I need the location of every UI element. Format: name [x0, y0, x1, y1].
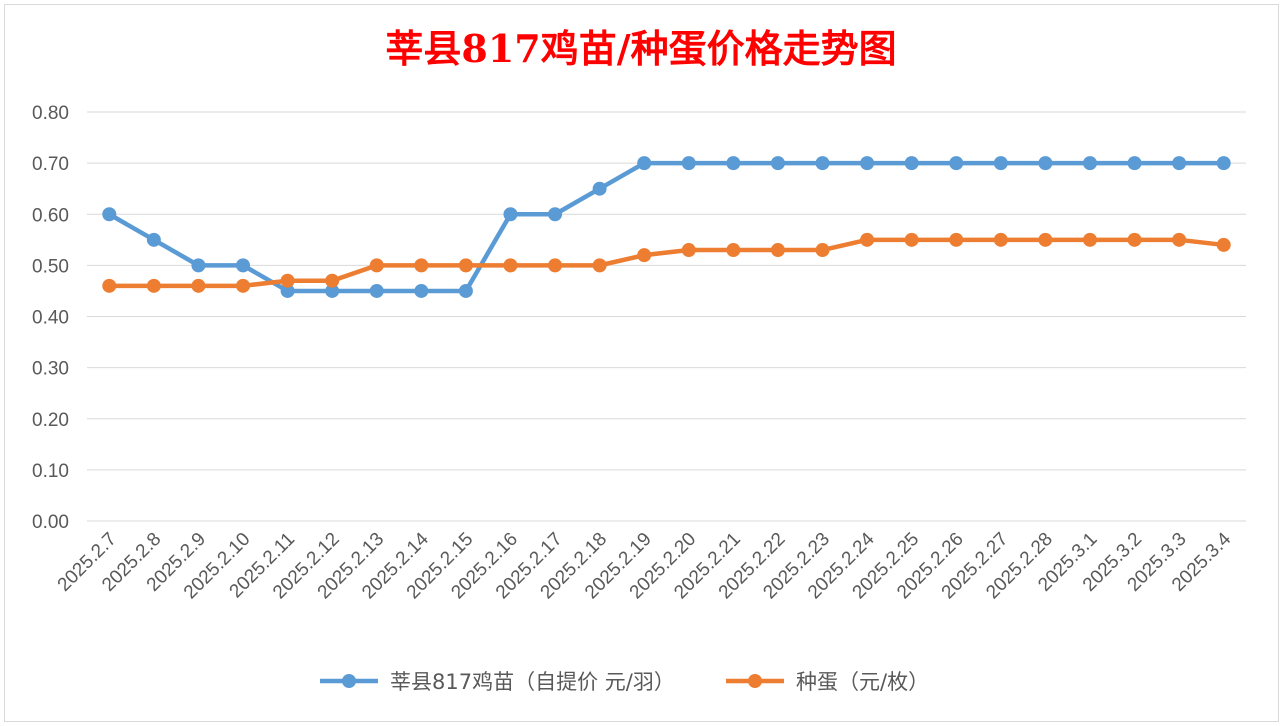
data-point: [1216, 156, 1231, 171]
y-tick-label: 0.80: [32, 103, 69, 124]
data-point: [904, 232, 919, 247]
data-point: [770, 243, 785, 258]
data-point: [770, 156, 785, 171]
data-point: [1082, 232, 1097, 247]
legend-item: 种蛋（元/枚）: [726, 670, 929, 694]
series-line: [107, 237, 1226, 289]
data-point: [1038, 232, 1053, 247]
data-point: [191, 278, 206, 293]
data-point: [949, 156, 964, 171]
data-point: [681, 156, 696, 171]
data-point: [548, 207, 563, 222]
chart-title: 莘县817鸡苗/种蛋价格走势图: [385, 26, 896, 71]
data-point: [592, 181, 607, 196]
data-point: [369, 283, 384, 298]
series-1: [102, 232, 1231, 293]
data-point: [102, 278, 117, 293]
x-axis-ticks: 2025.2.72025.2.82025.2.92025.2.102025.2.…: [54, 528, 1236, 603]
data-point: [1216, 237, 1231, 252]
data-point: [369, 258, 384, 273]
series-layer: [102, 156, 1231, 298]
y-axis-ticks: 0.00 0.10 0.20 0.30 0.40 0.50 0.60 0.70 0.80: [32, 103, 69, 533]
y-tick-label: 0.00: [32, 512, 69, 533]
data-point: [458, 283, 473, 298]
legend-label: 种蛋（元/枚）: [796, 670, 929, 694]
data-point: [726, 243, 741, 258]
legend-marker: [748, 674, 762, 688]
data-point: [904, 156, 919, 171]
data-point: [815, 243, 830, 258]
data-point: [1082, 156, 1097, 171]
data-point: [726, 156, 741, 171]
series-0: [102, 156, 1231, 298]
data-point: [860, 232, 875, 247]
data-point: [458, 258, 473, 273]
data-point: [191, 258, 206, 273]
y-tick-label: 0.60: [32, 205, 69, 226]
data-point: [860, 156, 875, 171]
legend-marker: [342, 674, 356, 688]
data-point: [1127, 232, 1142, 247]
data-point: [815, 156, 830, 171]
data-point: [236, 258, 251, 273]
data-point: [146, 232, 161, 247]
data-point: [993, 156, 1008, 171]
data-point: [592, 258, 607, 273]
data-point: [280, 273, 295, 288]
y-tick-label: 0.50: [32, 256, 69, 277]
data-point: [1127, 156, 1142, 171]
data-point: [414, 258, 429, 273]
y-tick-label: 0.10: [32, 461, 69, 482]
data-point: [1172, 232, 1187, 247]
series-line: [107, 160, 1226, 294]
data-point: [236, 278, 251, 293]
legend: 莘县817鸡苗（自提价 元/羽） 种蛋（元/枚）: [320, 670, 929, 694]
data-point: [1038, 156, 1053, 171]
gridlines: [87, 111, 1246, 522]
y-tick-label: 0.30: [32, 359, 69, 380]
data-point: [503, 258, 518, 273]
data-point: [993, 232, 1008, 247]
data-point: [325, 273, 340, 288]
data-point: [681, 243, 696, 258]
data-point: [637, 156, 652, 171]
y-tick-label: 0.70: [32, 154, 69, 175]
data-point: [325, 283, 340, 298]
data-point: [146, 278, 161, 293]
data-point: [637, 248, 652, 263]
legend-label: 莘县817鸡苗（自提价 元/羽）: [390, 670, 675, 694]
data-point: [280, 283, 295, 298]
data-point: [548, 258, 563, 273]
legend-item: 莘县817鸡苗（自提价 元/羽）: [320, 670, 675, 694]
data-point: [414, 283, 429, 298]
data-point: [503, 207, 518, 222]
y-tick-label: 0.20: [32, 410, 69, 431]
data-point: [1172, 156, 1187, 171]
data-point: [949, 232, 964, 247]
y-tick-label: 0.40: [32, 308, 69, 329]
chart-frame: [4, 4, 1279, 722]
data-point: [102, 207, 117, 222]
